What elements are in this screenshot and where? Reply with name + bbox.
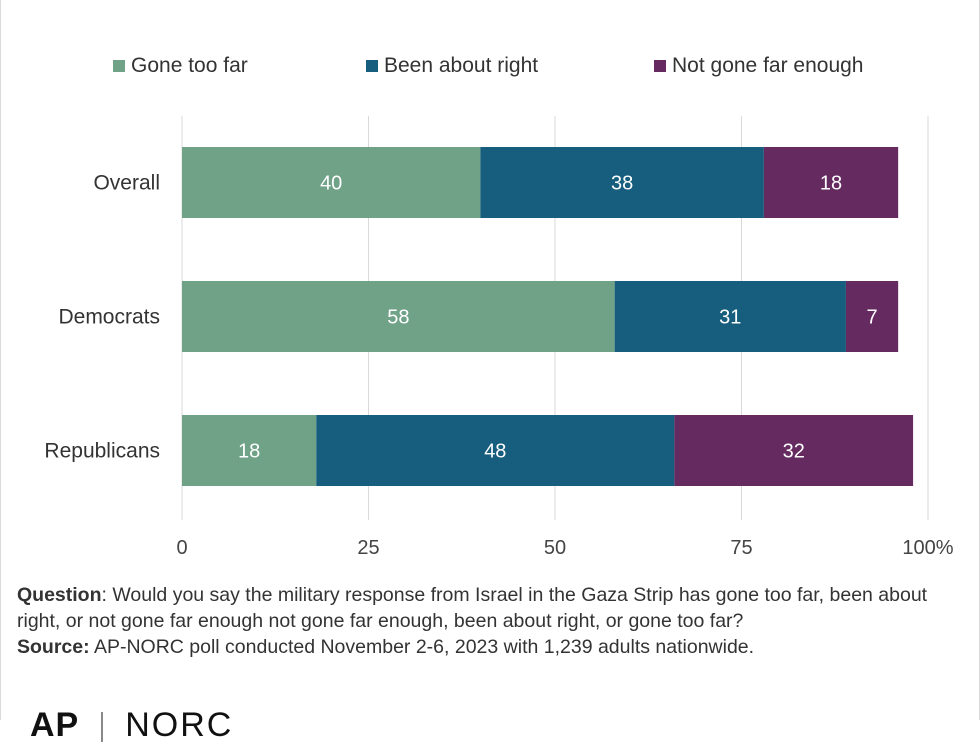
data-label-democrats-gone-too-far: 58	[387, 307, 409, 329]
ap-norc-logo: AP NORC	[30, 708, 233, 742]
data-label-democrats-not-gone-far-enough: 7	[866, 307, 877, 329]
x-tick-label-0: 0	[176, 537, 187, 559]
stacked-bar-chart: Overall 40 38 18 Democrats 58 31 7 Republicans 18…	[44, 116, 954, 559]
left-border	[0, 0, 1, 720]
data-label-democrats-been-about-right: 31	[719, 307, 741, 329]
legend-item-gone-too-far: Gone too far	[113, 54, 248, 78]
legend-swatch-not-gone-far-enough	[654, 60, 666, 72]
bar-overall-been-about-right	[480, 147, 764, 218]
question-note: Question: Would you say the military res…	[17, 582, 967, 634]
data-label-republicans-gone-too-far: 18	[238, 441, 260, 463]
bar-democrats-gone-too-far	[182, 281, 615, 352]
bar-overall-gone-too-far	[182, 147, 481, 218]
data-label-republicans-been-about-right: 48	[484, 441, 506, 463]
logo-divider	[101, 712, 104, 742]
bar-democrats-not-gone-far-enough	[845, 281, 899, 352]
x-tick-label-25: 25	[357, 537, 379, 559]
x-tick-label-75: 75	[730, 537, 752, 559]
source-label: Source:	[17, 636, 90, 658]
norc-logo: NORC	[125, 706, 234, 744]
legend-swatch-been-about-right	[366, 60, 378, 72]
bar-republicans-been-about-right	[316, 415, 675, 486]
source-note: Source: AP-NORC poll conducted November …	[17, 634, 967, 660]
x-tick-label-100: 100%	[902, 537, 953, 559]
legend-label-gone-too-far: Gone too far	[131, 54, 248, 77]
legend-swatch-gone-too-far	[113, 60, 125, 72]
legend: Gone too far Been about right Not gone f…	[0, 54, 980, 80]
legend-item-been-about-right: Been about right	[366, 54, 538, 78]
legend-label-not-gone-far-enough: Not gone far enough	[672, 54, 864, 77]
data-label-republicans-not-gone-far-enough: 32	[783, 441, 805, 463]
footnote: Question: Would you say the military res…	[17, 582, 967, 660]
data-label-overall-gone-too-far: 40	[320, 173, 342, 195]
bar-republicans-not-gone-far-enough	[674, 415, 914, 486]
x-tick-label-50: 50	[544, 537, 566, 559]
category-label-democrats: Democrats	[58, 306, 160, 329]
bar-democrats-been-about-right	[614, 281, 846, 352]
category-label-overall: Overall	[93, 172, 160, 195]
question-label: Question	[17, 584, 102, 606]
bar-overall-not-gone-far-enough	[763, 147, 899, 218]
source-text: AP-NORC poll conducted November 2-6, 202…	[89, 636, 755, 658]
question-text: : Would you say the military response fr…	[17, 584, 928, 632]
category-label-republicans: Republicans	[44, 440, 160, 463]
data-label-overall-not-gone-far-enough: 18	[820, 173, 842, 195]
data-label-overall-been-about-right: 38	[611, 173, 633, 195]
legend-item-not-gone-far-enough: Not gone far enough	[654, 54, 863, 78]
bar-republicans-gone-too-far	[182, 415, 317, 486]
ap-logo: AP	[30, 706, 80, 744]
legend-label-been-about-right: Been about right	[384, 54, 539, 77]
